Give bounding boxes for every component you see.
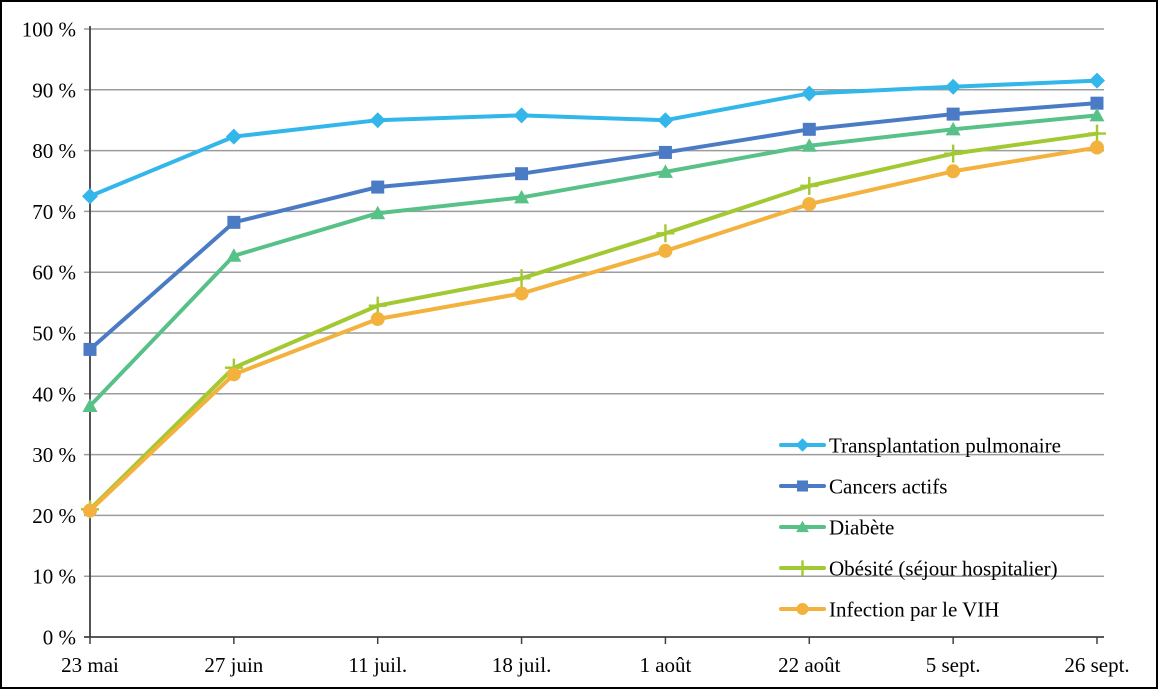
series-marker-triangle — [796, 520, 809, 533]
y-axis-label: 60 % — [32, 261, 76, 285]
series-marker-diamond — [225, 128, 242, 145]
series-line — [88, 101, 1099, 352]
y-axis-label: 40 % — [32, 382, 76, 406]
series-marker-square — [946, 107, 960, 121]
series-marker-triangle — [657, 164, 673, 178]
series-marker-triangle — [1089, 107, 1105, 122]
series-marker-circle — [514, 286, 529, 301]
y-axis-label: 100 % — [22, 18, 76, 42]
series-marker-triangle — [514, 189, 530, 204]
series-marker-square — [371, 180, 385, 194]
series-line — [88, 145, 1099, 513]
series-marker-circle — [83, 503, 97, 518]
series-marker-triangle — [801, 138, 817, 152]
y-axis-label: 70 % — [32, 200, 76, 224]
series-marker-diamond — [369, 112, 386, 129]
x-axis-label: 1 août — [639, 653, 691, 677]
series-marker-circle — [796, 603, 809, 615]
y-axis-label: 90 % — [32, 78, 76, 102]
legend-label: Diabète — [829, 516, 894, 540]
series-marker-diamond — [795, 438, 810, 452]
series-marker-diamond — [657, 112, 674, 129]
series-marker-diamond — [82, 188, 98, 205]
x-axis-label: 5 sept. — [926, 653, 981, 677]
y-axis-label: 10 % — [32, 565, 76, 589]
legend-label: Cancers actifs — [829, 475, 947, 499]
y-axis-label: 50 % — [32, 322, 76, 346]
series-marker-triangle — [226, 248, 242, 262]
series-marker-diamond — [945, 78, 962, 95]
series-line — [88, 78, 1099, 199]
series-marker-triangle — [370, 205, 386, 220]
series-marker-diamond — [513, 107, 530, 124]
series-marker-square — [802, 122, 816, 136]
series-marker-circle — [658, 243, 673, 258]
x-axis-label: 23 mai — [61, 653, 119, 677]
series-line — [88, 131, 1099, 512]
legend-label: Obésité (séjour hospitalier) — [829, 557, 1058, 581]
series-marker-circle — [946, 164, 961, 179]
series-marker-triangle — [82, 398, 98, 412]
series-marker-circle — [802, 197, 817, 212]
series-marker-circle — [1090, 140, 1104, 155]
y-axis-label: 30 % — [32, 443, 76, 467]
series-marker-square — [227, 215, 241, 229]
series-marker-triangle — [945, 121, 961, 136]
y-axis-label: 20 % — [32, 504, 76, 528]
series-marker-diamond — [1089, 72, 1105, 89]
x-axis-label: 26 sept. — [1064, 653, 1129, 677]
series-marker-square — [515, 167, 529, 181]
x-axis-label: 27 juin — [204, 653, 263, 677]
legend-label: Transplantation pulmonaire — [829, 434, 1061, 458]
series-marker-circle — [370, 312, 385, 327]
series-marker-square — [1090, 96, 1104, 110]
series-marker-square — [796, 480, 809, 492]
series-marker-square — [658, 145, 672, 159]
x-axis-label: 11 juil. — [348, 653, 407, 677]
series-marker-circle — [226, 367, 241, 382]
series-marker-square — [83, 342, 97, 356]
legend-label: Infection par le VIH — [829, 598, 999, 622]
series-line — [88, 113, 1099, 408]
x-axis-label: 22 août — [778, 653, 841, 677]
y-axis-label: 80 % — [32, 139, 76, 163]
y-axis-label: 0 % — [43, 626, 76, 650]
series-marker-diamond — [801, 85, 818, 102]
x-axis-label: 18 juil. — [492, 653, 552, 677]
